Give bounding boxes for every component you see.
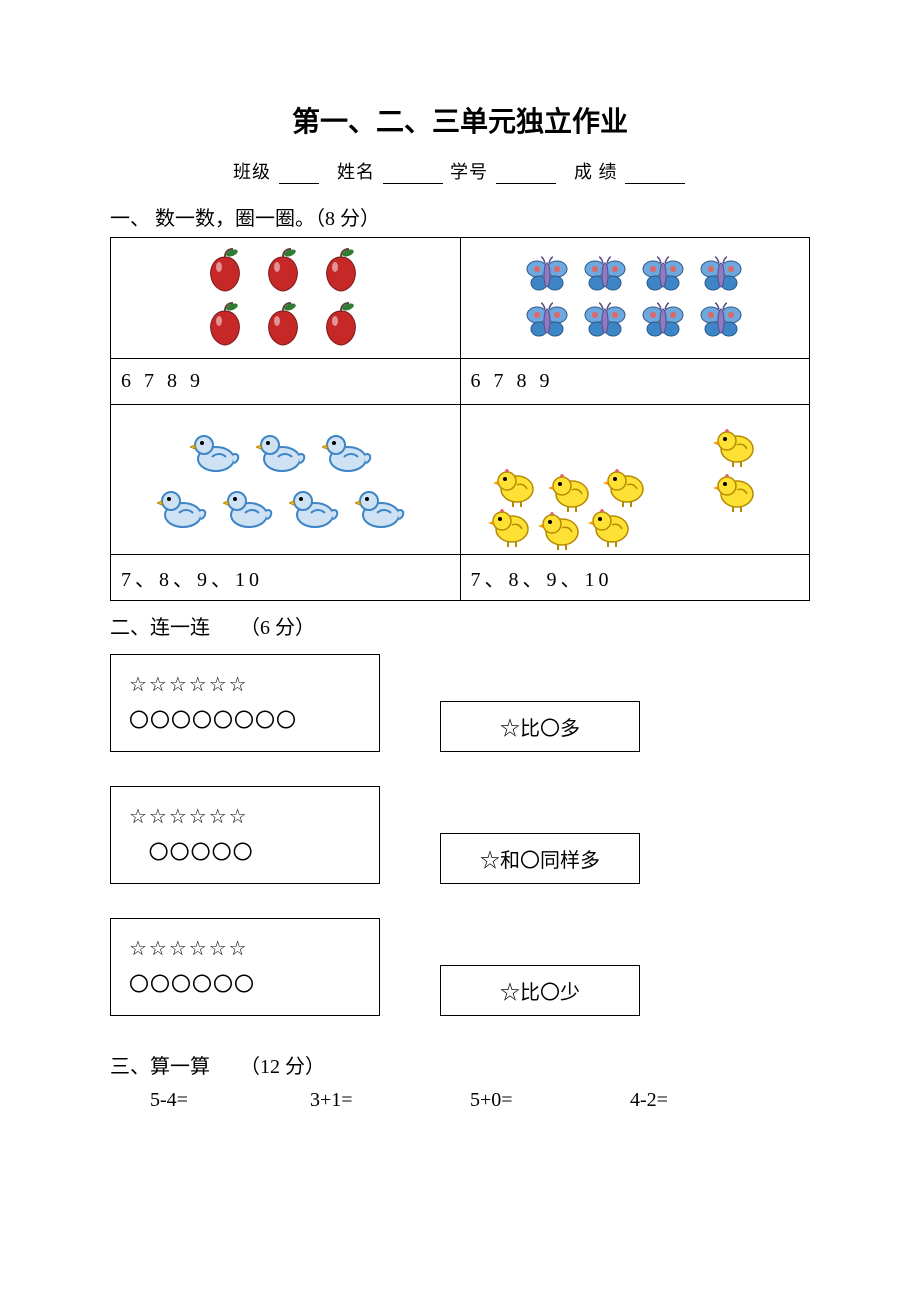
butterfly-icon (639, 255, 689, 295)
q2-left-box-1[interactable]: ☆☆☆☆☆☆ 〇〇〇〇〇 (110, 786, 380, 884)
q2-left-box-2[interactable]: ☆☆☆☆☆☆ 〇〇〇〇〇〇 (110, 918, 380, 1016)
q1-answers-1[interactable]: 6 7 8 9 (460, 359, 810, 405)
score-blank[interactable] (625, 166, 685, 184)
q2-heading: 二、连一连 （6 分） (110, 611, 810, 640)
q2-row-1: ☆☆☆☆☆☆ 〇〇〇〇〇 ☆和〇同样多 (110, 786, 810, 884)
duck-icon (157, 483, 215, 533)
butterfly-icon (697, 255, 747, 295)
q1-cell-ducks (111, 405, 461, 555)
q2-circles-2: 〇〇〇〇〇〇 (129, 967, 361, 1003)
q2-circles-1: 〇〇〇〇〇 (129, 835, 361, 871)
butterfly-icon (523, 301, 573, 341)
duck-icon (355, 483, 413, 533)
duck-icon (223, 483, 281, 533)
class-label: 班级 (233, 162, 271, 182)
chick-icon (486, 505, 534, 551)
q2-left-box-0[interactable]: ☆☆☆☆☆☆ 〇〇〇〇〇〇〇〇 (110, 654, 380, 752)
page-title: 第一、二、三单元独立作业 (110, 100, 810, 140)
duck-icon (322, 427, 380, 477)
q3-heading: 三、算一算 （12 分） (110, 1050, 810, 1079)
butterfly-icon (523, 255, 573, 295)
q2-stars-0: ☆☆☆☆☆☆ (129, 667, 361, 703)
q3-item-0[interactable]: 5-4= (150, 1089, 250, 1112)
q1-cell-apples (111, 238, 461, 359)
q2-right-box-0[interactable]: ☆比〇多 (440, 701, 640, 752)
id-label: 学号 (450, 162, 488, 182)
q3-item-3[interactable]: 4-2= (630, 1089, 730, 1112)
apple-icon (263, 247, 307, 295)
q2-stars-1: ☆☆☆☆☆☆ (129, 799, 361, 835)
chick-icon (586, 505, 634, 551)
name-label: 姓名 (337, 162, 375, 182)
apple-icon (205, 301, 249, 349)
id-blank[interactable] (496, 166, 556, 184)
chick-icon (536, 508, 584, 554)
q1-heading: 一、 数一数，圈一圈。（8 分） (110, 202, 810, 231)
q2-row-0: ☆☆☆☆☆☆ 〇〇〇〇〇〇〇〇 ☆比〇多 (110, 654, 810, 752)
q1-answers-0[interactable]: 6 7 8 9 (111, 359, 461, 405)
apple-icon (321, 247, 365, 295)
apple-icon (263, 301, 307, 349)
q3-row: 5-4= 3+1= 5+0= 4-2= (110, 1089, 810, 1112)
duck-icon (289, 483, 347, 533)
duck-icon (256, 427, 314, 477)
butterfly-icon (581, 255, 631, 295)
student-info-line: 班级 姓名 学号 成 绩 (110, 158, 810, 184)
q3-item-1[interactable]: 3+1= (310, 1089, 410, 1112)
butterfly-icon (697, 301, 747, 341)
class-blank[interactable] (279, 166, 319, 184)
apple-icon (205, 247, 249, 295)
chick-icon (711, 425, 759, 471)
q2-circles-0: 〇〇〇〇〇〇〇〇 (129, 703, 361, 739)
q1-cell-chicks (460, 405, 810, 555)
q2-right-box-1[interactable]: ☆和〇同样多 (440, 833, 640, 884)
q1-answers-3[interactable]: 7、8、9、10 (460, 555, 810, 601)
butterfly-icon (581, 301, 631, 341)
butterfly-icon (639, 301, 689, 341)
q3-item-2[interactable]: 5+0= (470, 1089, 570, 1112)
duck-icon (190, 427, 248, 477)
q2-stars-2: ☆☆☆☆☆☆ (129, 931, 361, 967)
apple-icon (321, 301, 365, 349)
q2-right-box-2[interactable]: ☆比〇少 (440, 965, 640, 1016)
q2-row-2: ☆☆☆☆☆☆ 〇〇〇〇〇〇 ☆比〇少 (110, 918, 810, 1016)
q1-table: 6 7 8 9 6 7 8 9 7、8、9、10 7、8、9、10 (110, 237, 810, 601)
chick-icon (711, 470, 759, 516)
q1-answers-2[interactable]: 7、8、9、10 (111, 555, 461, 601)
score-label: 成 绩 (574, 162, 618, 182)
q1-cell-butterflies (460, 238, 810, 359)
name-blank[interactable] (383, 166, 443, 184)
